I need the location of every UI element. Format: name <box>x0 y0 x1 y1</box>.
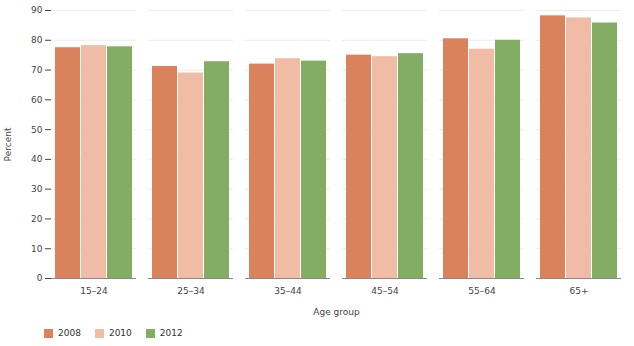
svg-text:45–54: 45–54 <box>371 286 399 296</box>
svg-text:50: 50 <box>31 124 43 134</box>
svg-text:35–44: 35–44 <box>274 286 302 296</box>
svg-text:40: 40 <box>31 154 43 164</box>
svg-text:20: 20 <box>31 214 43 224</box>
svg-text:65+: 65+ <box>570 286 589 296</box>
svg-text:25–34: 25–34 <box>177 286 205 296</box>
svg-text:Percent: Percent <box>3 127 13 161</box>
svg-text:10: 10 <box>31 244 43 254</box>
html-text:2008: 2008 <box>58 328 81 338</box>
svg-text:90: 90 <box>31 5 43 15</box>
svg-text:Age group: Age group <box>313 307 360 317</box>
svg-text:80: 80 <box>31 35 43 45</box>
html-text:2012: 2012 <box>159 328 183 338</box>
svg-text:15–24: 15–24 <box>80 286 108 296</box>
html-text:2010: 2010 <box>108 328 132 338</box>
svg-text:0: 0 <box>37 273 43 283</box>
svg-text:30: 30 <box>31 184 43 194</box>
svg-text:55–64: 55–64 <box>468 286 496 296</box>
svg-text:70: 70 <box>31 65 43 75</box>
svg-text:60: 60 <box>31 95 43 105</box>
